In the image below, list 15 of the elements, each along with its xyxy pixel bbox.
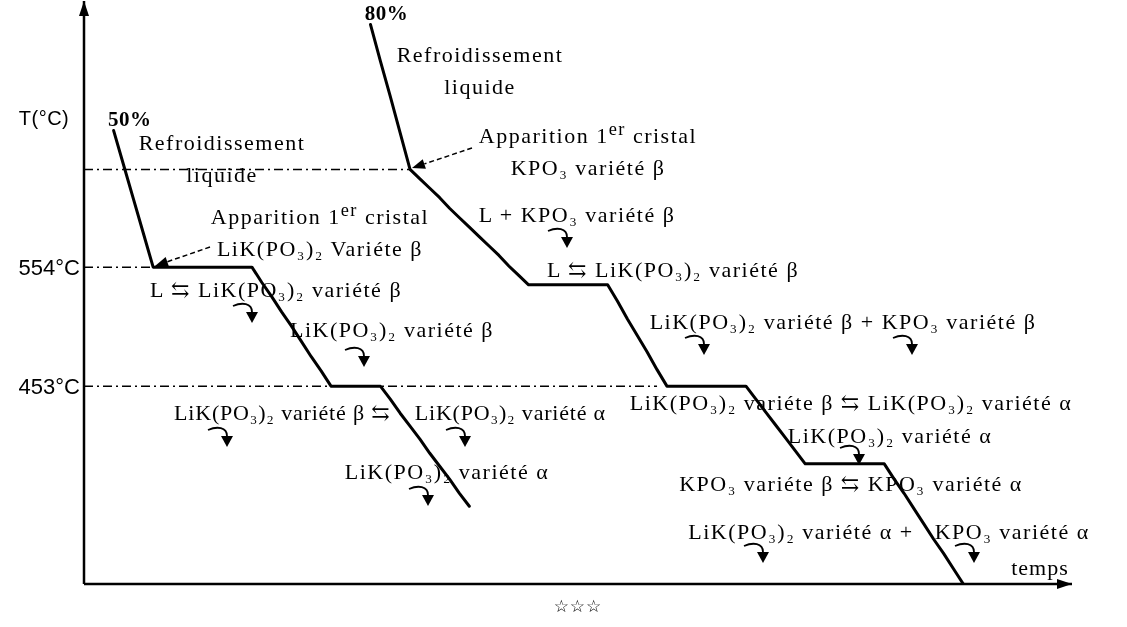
annotation: LiK(PO₃)₂ variété α + KPO₃ variété α <box>688 519 1090 545</box>
text: ☆☆☆ <box>553 594 603 618</box>
annotation: Apparition 1$^{er}$ cristal LiK(PO₃)₂ Variéte β <box>209 198 431 264</box>
annotation: LiK(PO₃)₂ variété β ⇆ LiK(PO₃)₂ variété α <box>174 400 606 426</box>
annotation: LiK(PO₃)₂ variété α <box>787 422 993 451</box>
series-label: 80% <box>364 0 409 27</box>
annotation: Refroidissement liquide <box>395 41 565 101</box>
annotation: L + KPO₃ variété β <box>478 201 676 230</box>
annotation: LiK(PO₃)₂ variété β + KPO₃ variété β <box>649 308 1037 337</box>
annotation: L ⇆ LiK(PO₃)₂ variété β <box>546 256 800 285</box>
y-tick-label: 453°C <box>18 373 81 399</box>
annotation: temps <box>1011 554 1069 583</box>
y-tick-label: 554°C <box>18 254 81 280</box>
y-axis-title: T(°C) <box>18 105 70 131</box>
annotation: Apparition 1$^{er}$ cristal KPO₃ variété β <box>477 117 699 183</box>
